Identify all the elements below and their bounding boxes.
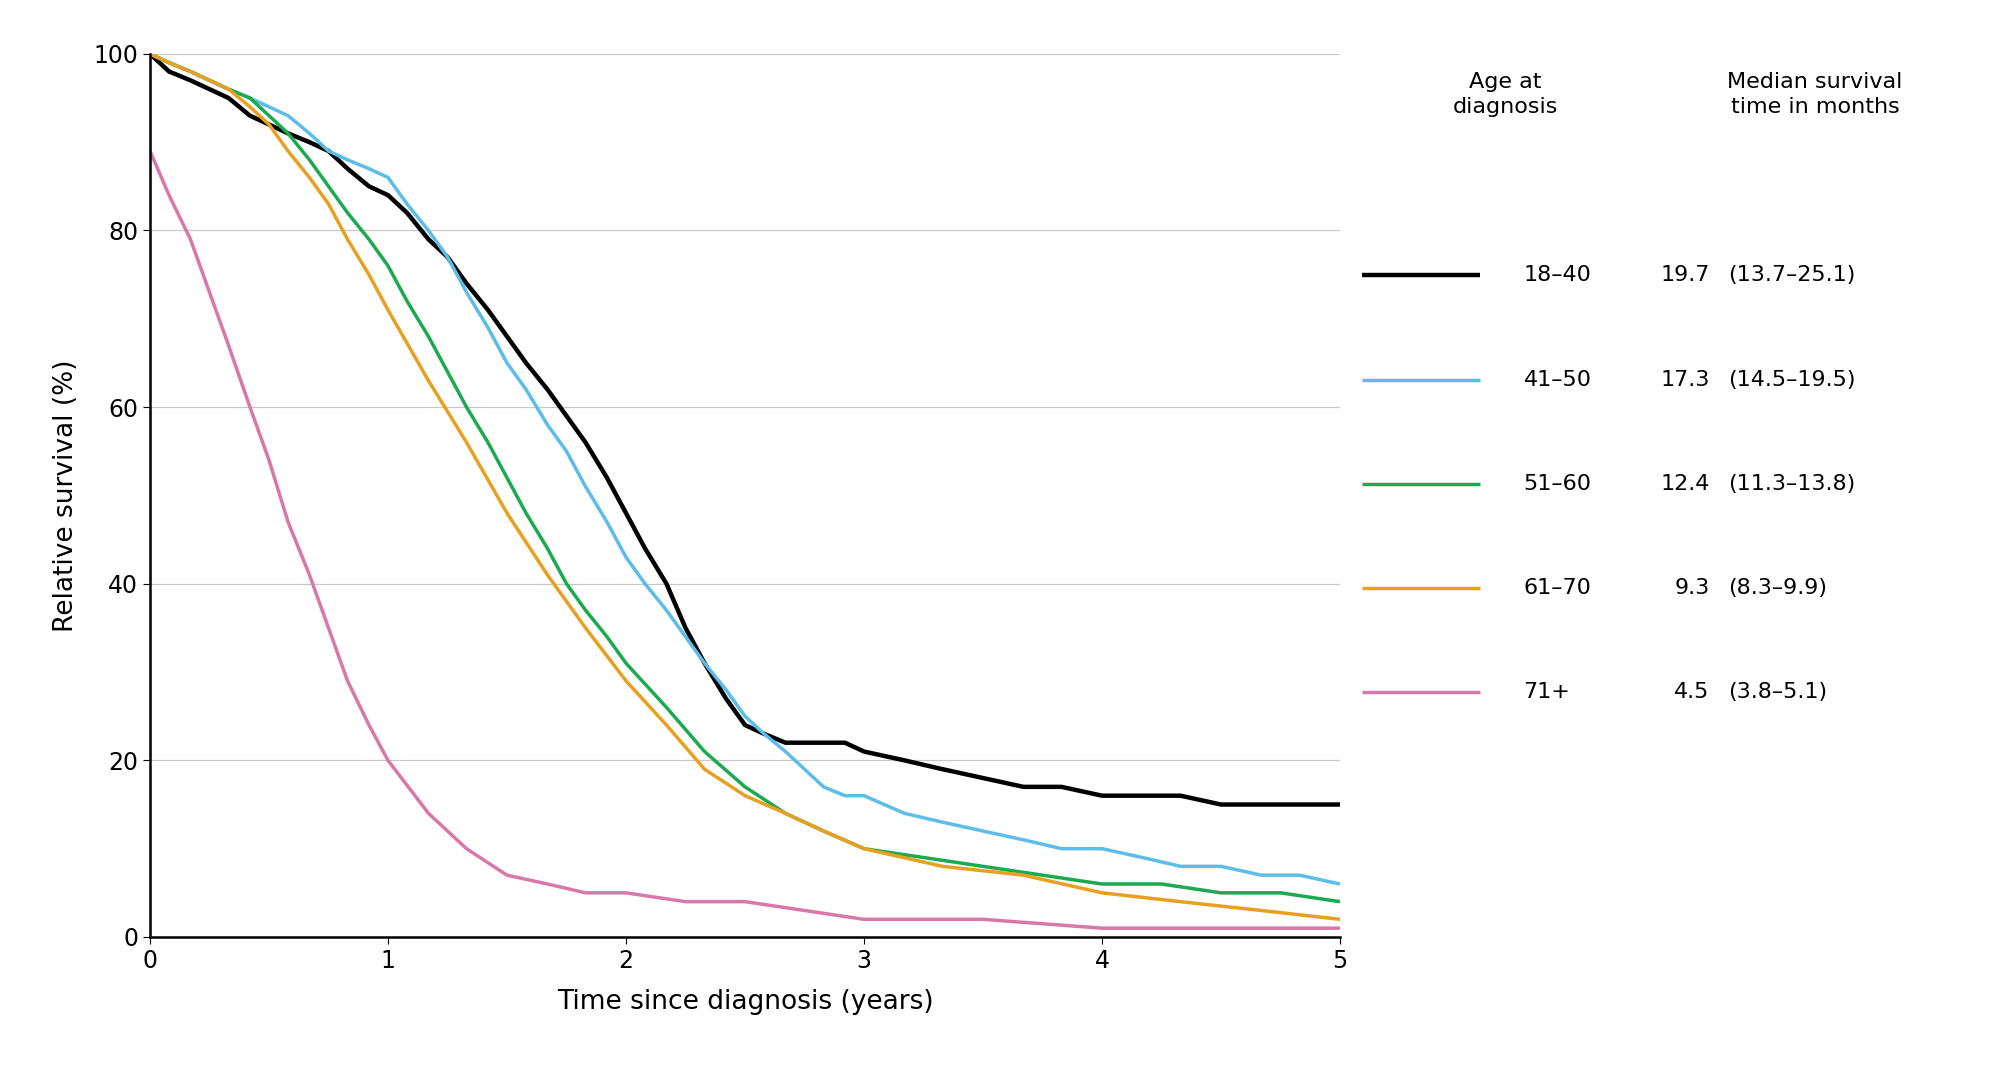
Y-axis label: Relative survival (%): Relative survival (%) xyxy=(54,359,80,632)
Text: 41–50: 41–50 xyxy=(1524,369,1592,390)
Text: 17.3: 17.3 xyxy=(1660,369,1710,390)
Text: 12.4: 12.4 xyxy=(1660,474,1710,493)
Text: 51–60: 51–60 xyxy=(1524,474,1592,493)
Text: (3.8–5.1): (3.8–5.1) xyxy=(1728,683,1828,702)
Text: (14.5–19.5): (14.5–19.5) xyxy=(1728,369,1856,390)
Text: 19.7: 19.7 xyxy=(1660,265,1710,285)
Text: 71+: 71+ xyxy=(1524,683,1570,702)
Text: (8.3–9.9): (8.3–9.9) xyxy=(1728,578,1828,598)
Text: (11.3–13.8): (11.3–13.8) xyxy=(1728,474,1856,493)
Text: Median survival
time in months: Median survival time in months xyxy=(1728,71,1902,117)
Text: 9.3: 9.3 xyxy=(1674,578,1710,598)
X-axis label: Time since diagnosis (years): Time since diagnosis (years) xyxy=(556,990,934,1016)
Text: 61–70: 61–70 xyxy=(1524,578,1592,598)
Text: 18–40: 18–40 xyxy=(1524,265,1592,285)
Text: (13.7–25.1): (13.7–25.1) xyxy=(1728,265,1856,285)
Text: 4.5: 4.5 xyxy=(1674,683,1710,702)
Text: Age at
diagnosis: Age at diagnosis xyxy=(1452,71,1558,117)
